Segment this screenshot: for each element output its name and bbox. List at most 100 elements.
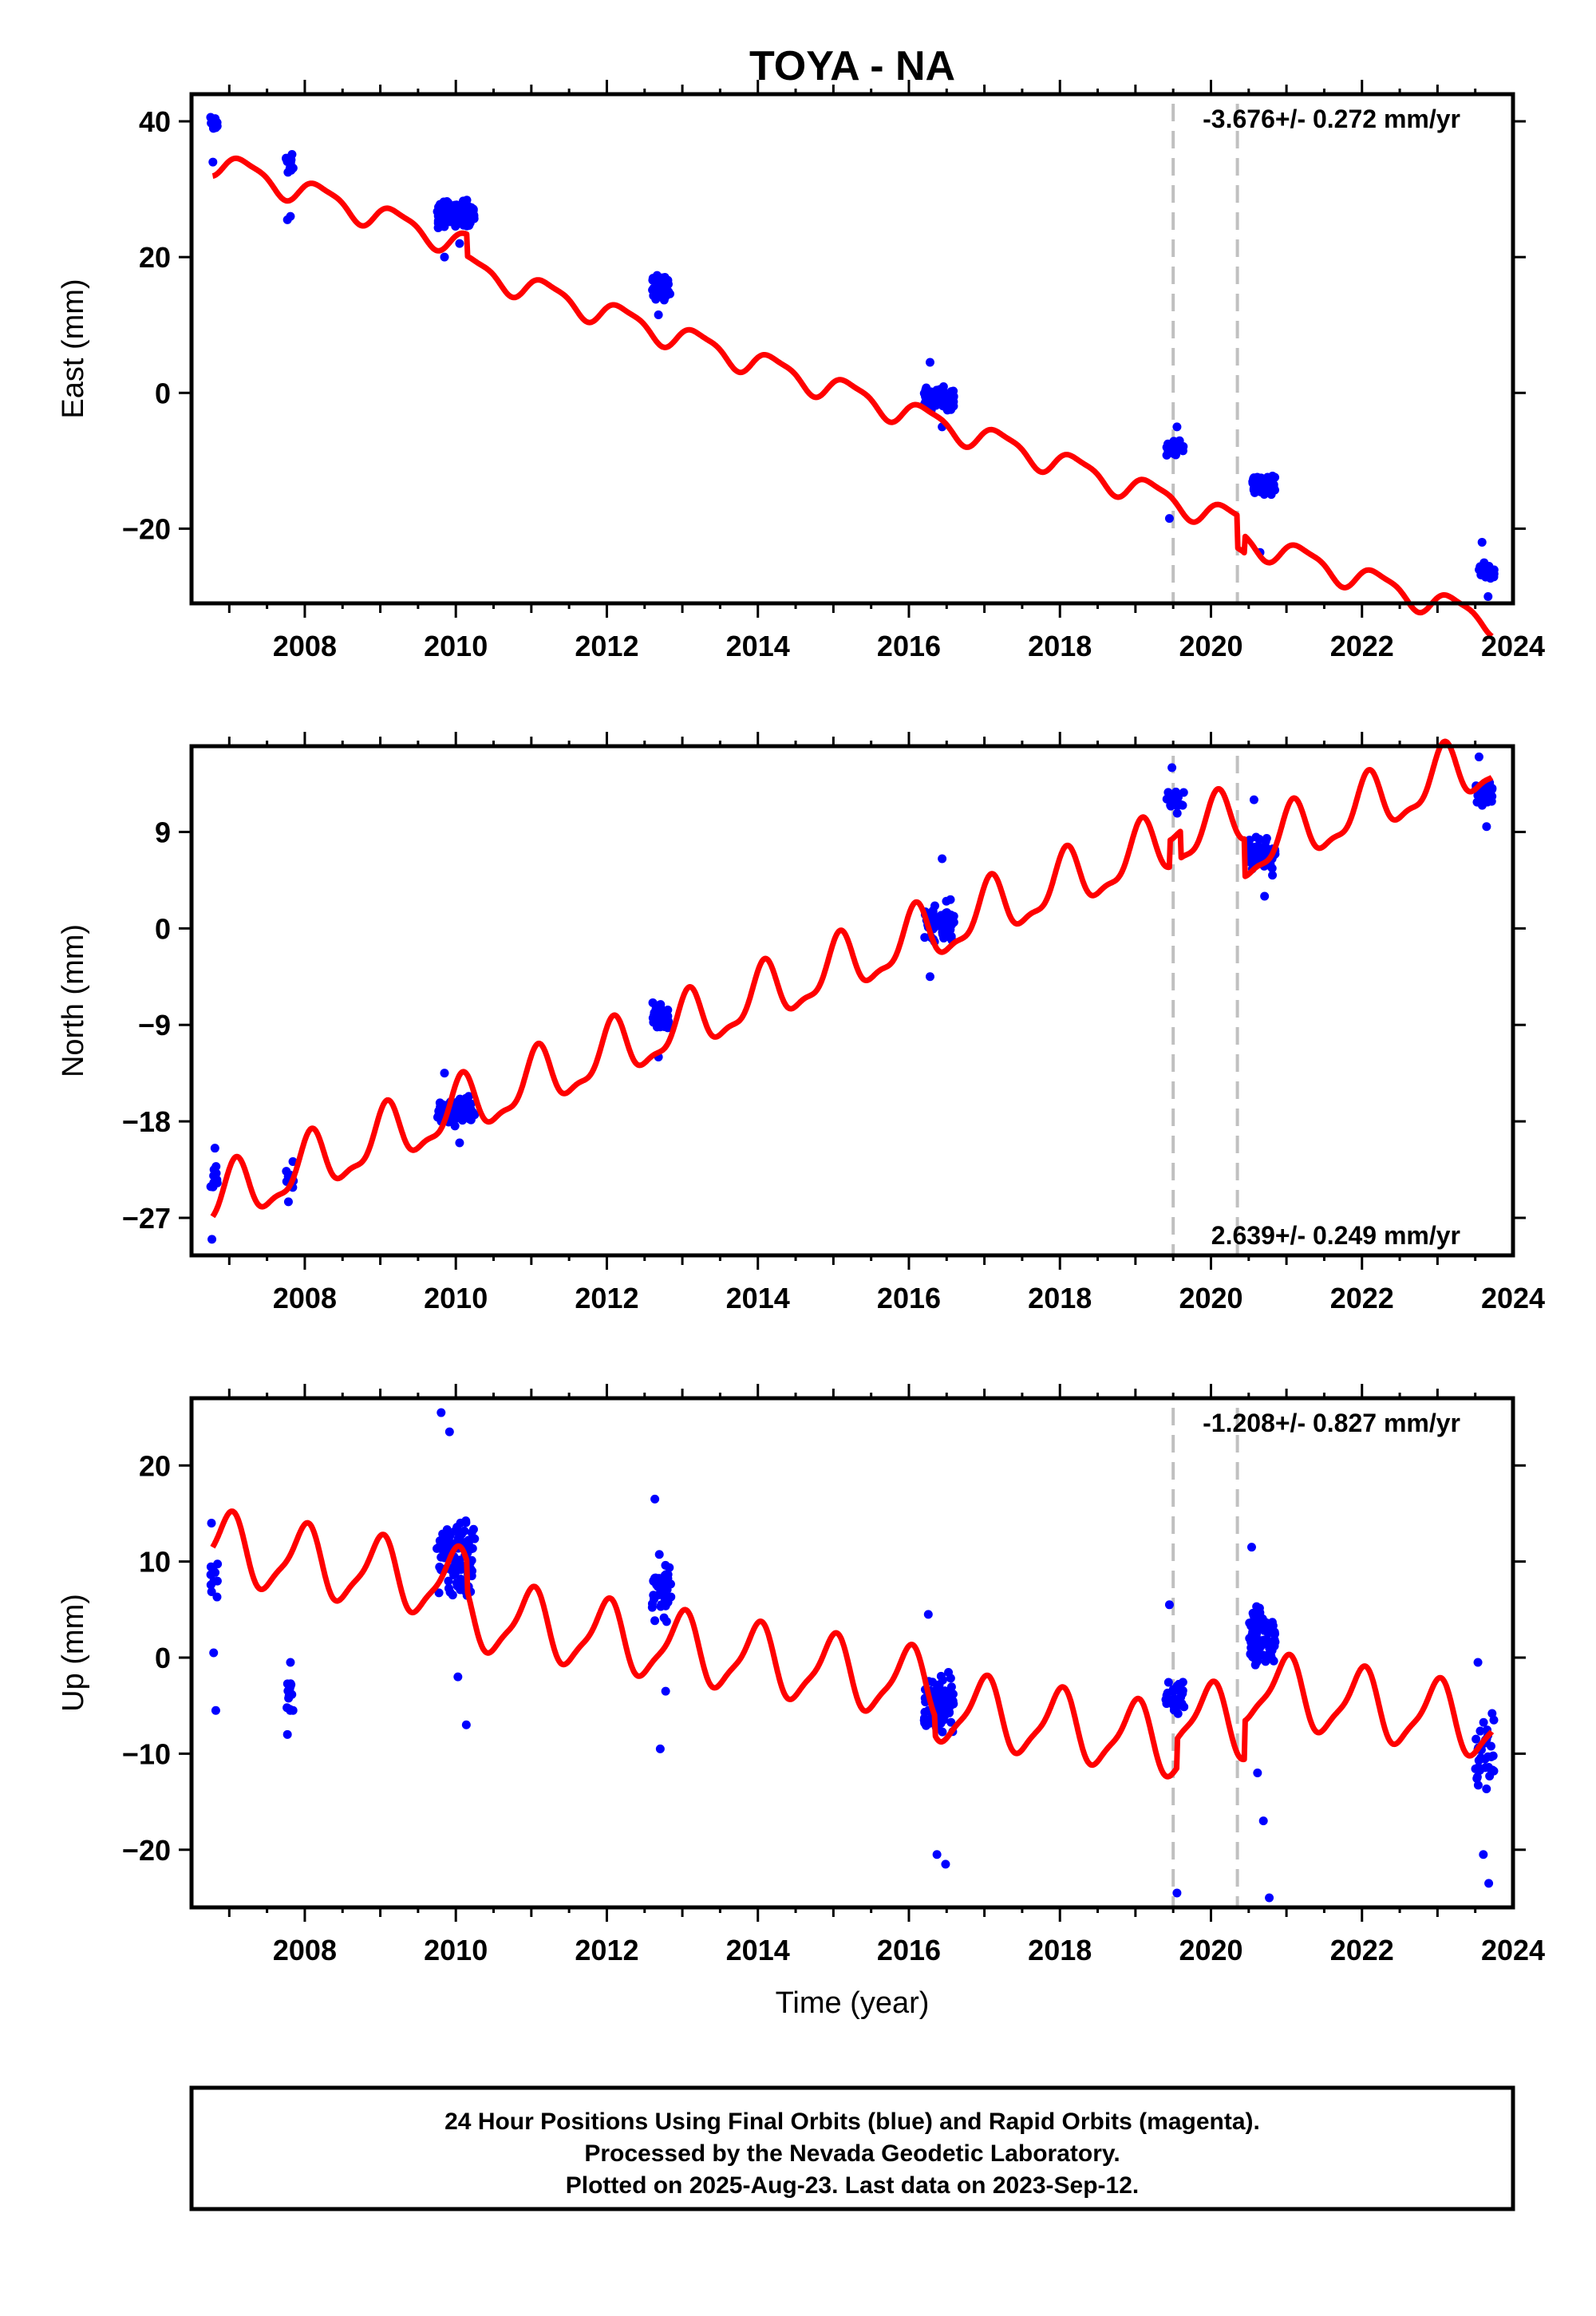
data-point-outlier	[1164, 514, 1174, 524]
x-tick-label: 2010	[424, 1282, 488, 1314]
data-point	[1173, 1709, 1183, 1718]
data-point	[287, 163, 297, 172]
data-point-outlier	[932, 1850, 942, 1860]
data-point	[1163, 1678, 1173, 1687]
data-point-outlier	[437, 1408, 446, 1417]
y-tick-label: −18	[122, 1105, 171, 1138]
footer-box	[189, 2085, 1515, 2211]
data-point-outlier	[1164, 1600, 1174, 1610]
data-point	[1162, 1699, 1171, 1709]
data-point	[444, 1583, 453, 1593]
y-tick-label: −10	[122, 1737, 171, 1770]
data-point	[212, 1592, 222, 1602]
data-point	[664, 1017, 674, 1026]
data-point	[1268, 871, 1278, 880]
x-tick-label: 2020	[1179, 1934, 1242, 1966]
data-points	[206, 752, 1497, 1244]
y-tick-label: 0	[155, 1642, 171, 1674]
data-point-outlier	[1265, 1893, 1274, 1903]
data-point-outlier	[453, 1672, 463, 1682]
x-tick-label: 2008	[273, 630, 337, 662]
data-point	[929, 397, 938, 406]
data-point	[942, 1705, 951, 1715]
data-point	[656, 1003, 666, 1013]
east-panel: 2008 2010 2012 2014 2016 2018 2020 2022 2024 40 20…	[57, 80, 1545, 662]
data-point	[932, 388, 942, 397]
data-point	[1489, 1715, 1499, 1725]
plot-frame	[189, 1396, 1515, 1910]
data-point	[454, 211, 464, 220]
north-panel: 2008 2010 2012 2014 2016 2018 2020 2022 2024 9 0 −9…	[57, 732, 1545, 1314]
data-point-outlier	[655, 1744, 665, 1753]
data-point-outlier	[1253, 1768, 1262, 1777]
data-point	[935, 916, 945, 926]
data-point	[442, 1535, 452, 1544]
data-point-outlier	[444, 1427, 454, 1437]
y-tick-label: 20	[139, 1449, 171, 1482]
data-point	[212, 1576, 222, 1586]
data-point	[436, 1102, 445, 1112]
data-point	[457, 1529, 467, 1539]
model-fit-curve	[211, 155, 1494, 639]
data-point	[1478, 792, 1487, 802]
data-point-outlier	[283, 1197, 293, 1207]
footer-line-3: Plotted on 2025-Aug-23. Last data on 202…	[566, 2172, 1140, 2199]
data-point	[1162, 442, 1171, 452]
x-tick-label: 2008	[273, 1934, 337, 1966]
data-point	[1250, 1614, 1259, 1624]
data-point	[207, 1587, 216, 1596]
data-point	[649, 1018, 658, 1027]
plot-frame	[189, 744, 1515, 1258]
data-point	[945, 1690, 954, 1699]
x-tick-label: 2016	[877, 1282, 941, 1314]
data-point	[211, 1168, 221, 1178]
data-point	[920, 933, 930, 943]
data-point	[449, 1571, 459, 1580]
data-point	[1479, 1717, 1488, 1727]
x-tick-label: 2024	[1481, 1282, 1545, 1314]
y-tick-label: −20	[122, 1834, 171, 1867]
data-point	[659, 1599, 669, 1608]
x-tick-label: 2018	[1028, 1934, 1092, 1966]
data-point	[1169, 437, 1179, 446]
data-point	[448, 1591, 457, 1600]
data-point-outlier	[650, 1494, 660, 1504]
data-point	[1173, 1685, 1183, 1694]
data-point	[936, 1671, 946, 1681]
x-tick-label: 2016	[877, 1934, 941, 1966]
data-point	[942, 1696, 951, 1705]
y-tick-label: 9	[155, 816, 171, 848]
data-point	[1472, 797, 1482, 807]
data-point	[1476, 1753, 1486, 1763]
data-point-outlier	[1249, 795, 1258, 804]
x-tick-label: 2020	[1179, 630, 1242, 662]
data-point-outlier	[207, 1235, 217, 1244]
data-point	[655, 1590, 665, 1599]
x-tick-label: 2024	[1481, 1934, 1545, 1966]
data-point	[650, 1573, 660, 1583]
data-point	[434, 218, 444, 227]
data-point	[647, 1603, 657, 1612]
velocity-rate-label: -1.208+/- 0.827 mm/yr	[1203, 1409, 1460, 1437]
data-point	[1473, 1780, 1483, 1790]
data-point-outlier	[1167, 763, 1177, 773]
data-point	[208, 124, 218, 133]
data-point	[1478, 571, 1487, 580]
data-point	[921, 392, 930, 401]
data-point-outlier	[461, 1720, 471, 1729]
y-tick-label: −27	[122, 1202, 171, 1235]
data-point	[452, 1097, 461, 1107]
x-tick-label: 2014	[726, 1282, 790, 1314]
data-point	[934, 1680, 944, 1690]
data-point	[665, 1563, 674, 1572]
data-point	[1487, 785, 1497, 794]
data-point	[666, 1592, 676, 1602]
data-point-outlier	[286, 1658, 295, 1667]
x-tick-label: 2014	[726, 630, 790, 662]
data-point	[652, 1580, 662, 1590]
data-point	[1245, 836, 1254, 845]
data-point	[946, 895, 955, 904]
data-point-outlier	[1260, 891, 1270, 901]
data-point-outlier	[211, 1705, 220, 1715]
data-point	[460, 1099, 470, 1109]
